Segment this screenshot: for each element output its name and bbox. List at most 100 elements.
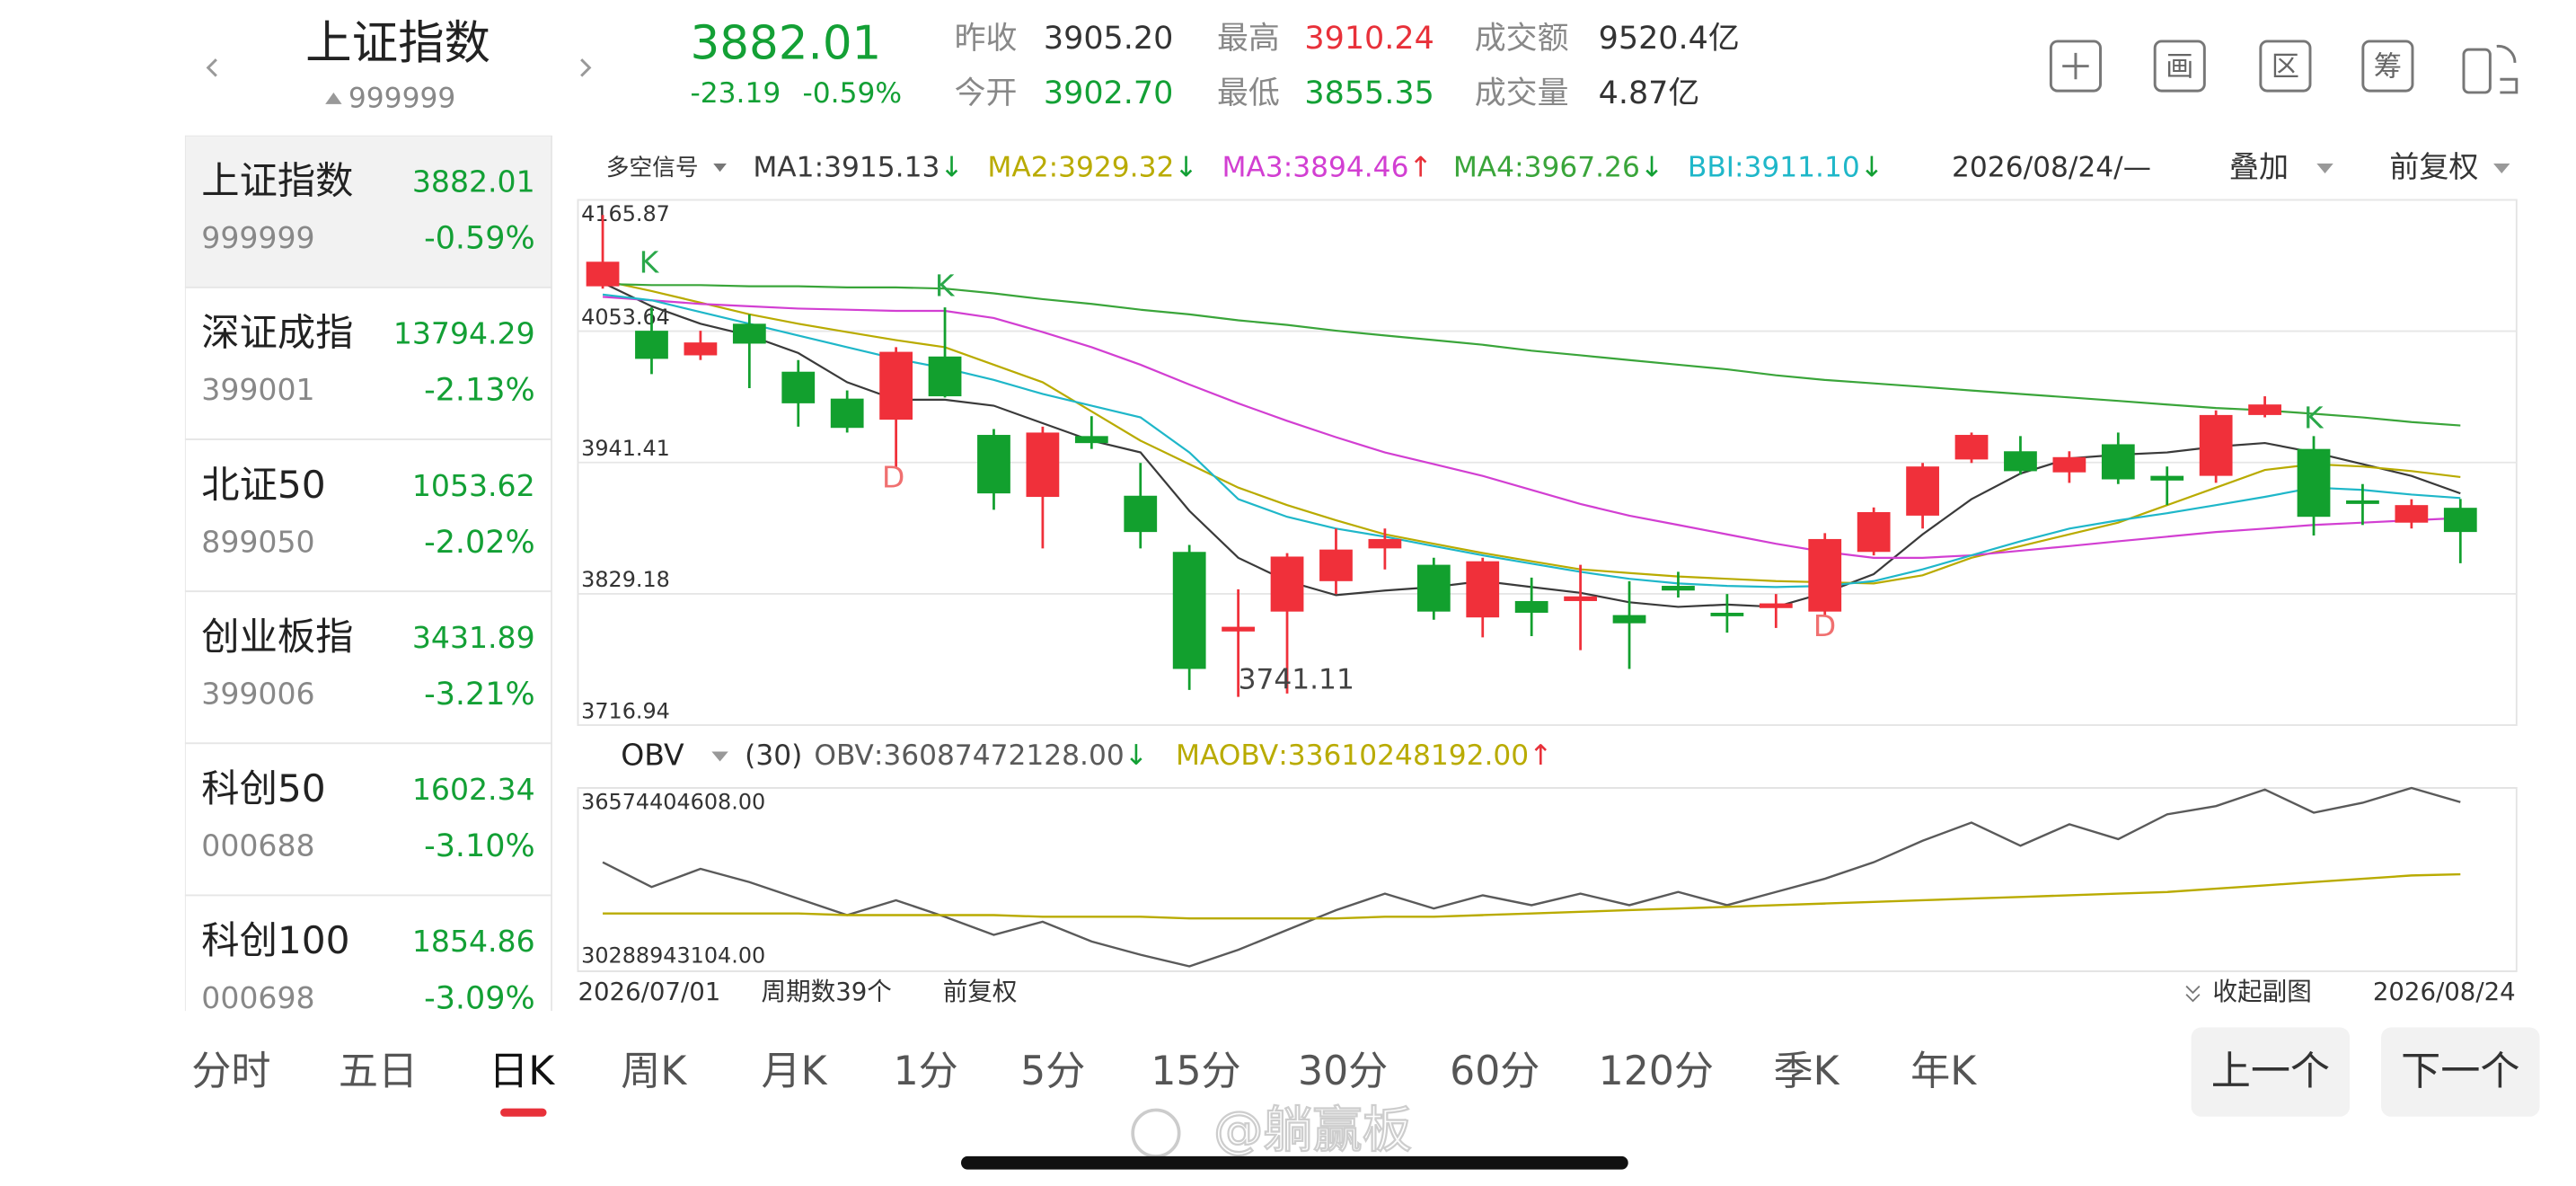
legend-entry: MA4:3967.26↓: [1453, 152, 1663, 184]
period-tab[interactable]: 季K: [1774, 1049, 1840, 1094]
item-pct: -2.02%: [424, 525, 535, 561]
next-arrow[interactable]: [580, 58, 592, 77]
overlay-menu[interactable]: 叠加: [2229, 149, 2289, 184]
indicator-menu[interactable]: OBV: [621, 738, 684, 773]
legend-value: 3911.10: [1744, 152, 1860, 184]
tool-plus[interactable]: [2062, 52, 2089, 80]
watchlist-item[interactable]: [184, 894, 552, 1047]
stat-value: 3910.24: [1304, 21, 1434, 57]
period-tab[interactable]: 周K: [621, 1049, 687, 1094]
item-name: 科创50: [201, 766, 325, 810]
legend-name: BBI: [1688, 152, 1734, 184]
collapse-button[interactable]: 收起副图: [2213, 977, 2312, 1006]
candle-body: [1026, 432, 1060, 498]
legend-name: MAOBV: [1176, 739, 1279, 772]
period-count: 周期数39个: [762, 977, 892, 1006]
tool-icon[interactable]: [2153, 40, 2206, 93]
legend-name: MA4: [1453, 152, 1514, 184]
legend-trend: ↓: [940, 152, 963, 184]
dropdown-caret: [2316, 164, 2333, 174]
tool-icon[interactable]: [2259, 40, 2312, 93]
signal-marker: D: [882, 460, 904, 495]
candle-body: [1270, 556, 1304, 612]
candle-body: [2150, 475, 2184, 481]
candle-body: [879, 351, 913, 420]
rotate-icon[interactable]: [2462, 48, 2492, 94]
tool-label[interactable]: 区: [2272, 50, 2299, 83]
item-code: 999999: [201, 220, 314, 255]
period-tab[interactable]: 五日: [339, 1049, 418, 1094]
y-tick-label: 3716.94: [581, 698, 670, 723]
stock-code: 999999: [348, 82, 455, 114]
signal-marker: K: [2304, 400, 2325, 435]
low-label: 3741.11: [1239, 663, 1354, 695]
legend-trend: ↓: [1640, 152, 1663, 184]
stat-label: 最低: [1217, 75, 1280, 111]
collapse-icon[interactable]: [2185, 985, 2201, 1003]
candle-body: [2004, 451, 2037, 472]
stat-value: 3905.20: [1044, 21, 1173, 57]
period-tab[interactable]: 15分: [1151, 1049, 1240, 1094]
watchlist-item[interactable]: [184, 438, 552, 593]
ma-line: [602, 279, 2461, 585]
item-pct: -3.10%: [424, 828, 535, 864]
period-tab[interactable]: 月K: [762, 1049, 828, 1094]
legend-value: 3894.46: [1292, 152, 1408, 184]
legend-sep: :: [874, 739, 884, 772]
stat-label: 最高: [1217, 21, 1280, 57]
adjust-menu[interactable]: 前复权: [2389, 149, 2478, 184]
item-name: 创业板指: [201, 615, 353, 659]
candle-body: [1416, 564, 1451, 612]
period-tab[interactable]: 年K: [1910, 1049, 1977, 1094]
candle-body: [1514, 600, 1548, 613]
indicator-period: (30): [745, 739, 802, 772]
stat-value: 9520.4亿: [1599, 21, 1740, 57]
home-indicator: [960, 1155, 1628, 1170]
candle-body: [1466, 561, 1500, 618]
nav-button[interactable]: [2191, 1027, 2351, 1117]
stat-label: 昨收: [955, 21, 1018, 57]
tool-label[interactable]: 画: [2166, 50, 2193, 83]
period-tab[interactable]: 120分: [1599, 1049, 1714, 1094]
period-tab[interactable]: 5分: [1020, 1049, 1085, 1094]
legend-sep: :: [1049, 152, 1059, 184]
y-tick-label: 30288943104.00: [581, 943, 765, 968]
tool-label[interactable]: 筹: [2374, 50, 2402, 83]
watermark: @躺赢板: [1213, 1102, 1412, 1159]
change-pct: -0.59%: [802, 77, 902, 110]
period-tab[interactable]: 分时: [191, 1049, 270, 1094]
ma-line: [603, 282, 2461, 427]
watchlist-item[interactable]: [184, 286, 552, 440]
watchlist-item[interactable]: [184, 742, 552, 897]
watchlist-item[interactable]: [184, 590, 552, 745]
rotate-arrow[interactable]: [2496, 44, 2519, 94]
legend-entry: MA3:3894.46↑: [1222, 152, 1432, 184]
item-price: 13794.29: [393, 316, 535, 351]
legend-value: 3929.32: [1058, 152, 1174, 184]
candle-body: [2443, 508, 2477, 533]
signal-menu[interactable]: 多空信号: [606, 155, 699, 181]
nav-button[interactable]: [2381, 1027, 2540, 1117]
period-tab[interactable]: 60分: [1450, 1049, 1539, 1094]
period-tab[interactable]: 1分: [894, 1049, 958, 1094]
candle-body: [1710, 612, 1744, 616]
tool-icon[interactable]: [2049, 40, 2102, 93]
legend-sep: :: [815, 152, 825, 184]
tool-icon[interactable]: [2361, 40, 2414, 93]
end-date: 2026/08/24: [2373, 977, 2516, 1006]
dropdown-caret: [711, 751, 728, 762]
period-tab[interactable]: 日K: [489, 1049, 555, 1094]
candle-body: [635, 331, 668, 359]
prev-arrow[interactable]: [206, 58, 217, 77]
item-price: 1854.86: [412, 924, 535, 959]
item-name: 北证50: [201, 463, 325, 507]
candle-body: [1612, 615, 1646, 624]
nav-label[interactable]: 上一个: [2211, 1049, 2330, 1094]
nav-label[interactable]: 下一个: [2401, 1049, 2519, 1094]
candle-body: [1564, 596, 1597, 601]
item-pct: -3.09%: [424, 980, 535, 1016]
dropdown-caret: [713, 164, 727, 173]
period-tab[interactable]: 30分: [1298, 1049, 1388, 1094]
legend-name: MA1: [753, 152, 814, 184]
item-price: 3431.89: [412, 620, 535, 655]
